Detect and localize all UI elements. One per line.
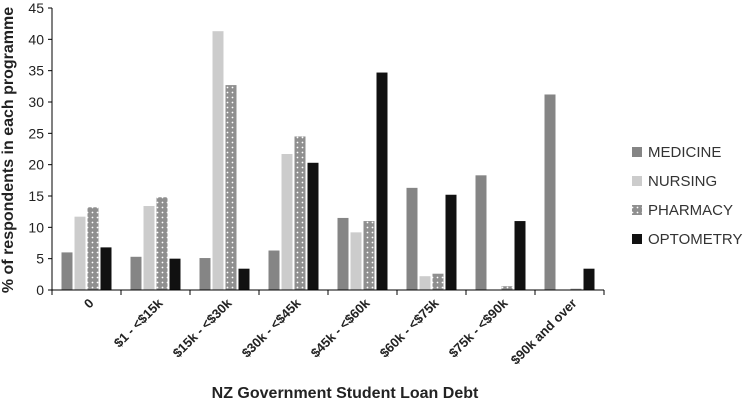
bar-nursing-5: [419, 276, 431, 290]
y-tick-label: 10: [28, 219, 44, 235]
x-tick-label: 0: [81, 296, 97, 312]
bar-optometry-6: [514, 221, 526, 290]
legend-label-nursing: NURSING: [648, 173, 717, 190]
x-tick-label: $15k - <$30k: [170, 295, 236, 361]
bar-nursing-3: [281, 154, 293, 290]
bar-nursing-4: [350, 232, 362, 290]
bar-medicine-0: [61, 252, 73, 290]
y-tick-label: 30: [28, 94, 44, 110]
x-axis-title: NZ Government Student Loan Debt: [212, 385, 479, 402]
bar-medicine-1: [130, 256, 142, 290]
legend-swatch-optometry: [632, 234, 642, 244]
bar-nursing-1: [143, 206, 155, 290]
x-axis: 0 $1 - <$15k $15k - <$30k $30k - <$45k $45k …: [51, 289, 605, 368]
x-tick-label: $45k - <$60k: [308, 295, 374, 361]
bars: [61, 31, 595, 291]
bar-medicine-6: [475, 175, 487, 290]
y-axis: 0 5 10 15 20 25 30 35 40 45: [28, 0, 53, 298]
bar-pharmacy-5: [432, 273, 444, 290]
bar-nursing-2: [212, 31, 224, 290]
bar-pharmacy-6: [501, 286, 513, 290]
bar-pharmacy-1: [156, 197, 168, 290]
x-tick-label: $1 - <$15k: [111, 295, 166, 350]
bar-medicine-7: [544, 94, 556, 290]
legend-label-optometry: OPTOMETRY: [648, 231, 742, 248]
legend-swatch-nursing: [632, 176, 642, 186]
y-tick-label: 15: [28, 188, 44, 204]
legend-swatch-medicine: [632, 147, 642, 157]
bar-medicine-3: [268, 250, 280, 290]
y-tick-label: 5: [36, 251, 44, 267]
bar-pharmacy-3: [294, 136, 306, 290]
bar-medicine-4: [337, 217, 349, 290]
bar-pharmacy-2: [225, 85, 237, 290]
bar-medicine-5: [406, 187, 418, 290]
bar-nursing-0: [74, 216, 86, 290]
bar-pharmacy-0: [87, 207, 99, 290]
bar-pharmacy-4: [363, 221, 375, 290]
bar-optometry-2: [238, 268, 250, 290]
bar-pharmacy-7: [570, 288, 582, 290]
x-tick-label: $75k - <$90k: [446, 295, 512, 361]
bar-medicine-2: [199, 258, 211, 290]
y-tick-label: 35: [28, 63, 44, 79]
x-tick-label: $30k - <$45k: [239, 295, 305, 361]
legend-label-medicine: MEDICINE: [648, 144, 721, 161]
x-tick-label: $60k - <$75k: [377, 295, 443, 361]
bar-optometry-1: [169, 258, 181, 290]
bar-optometry-0: [100, 247, 112, 290]
bar-optometry-3: [307, 162, 319, 290]
y-tick-label: 0: [36, 282, 44, 298]
bar-optometry-7: [583, 268, 595, 290]
y-tick-label: 25: [28, 125, 44, 141]
bar-optometry-4: [376, 72, 388, 291]
legend-label-pharmacy: PHARMACY: [648, 202, 733, 219]
y-tick-label: 40: [28, 31, 44, 47]
x-tick-label: $90k and over: [508, 296, 580, 368]
y-tick-label: 20: [28, 157, 44, 173]
legend-swatch-pharmacy: [632, 205, 642, 215]
y-tick-label: 45: [28, 0, 44, 16]
y-axis-title: % of respondents in each programme: [0, 7, 17, 293]
bar-optometry-5: [445, 194, 457, 290]
legend: MEDICINE NURSING PHARMACY OPTOMETRY: [632, 144, 742, 248]
